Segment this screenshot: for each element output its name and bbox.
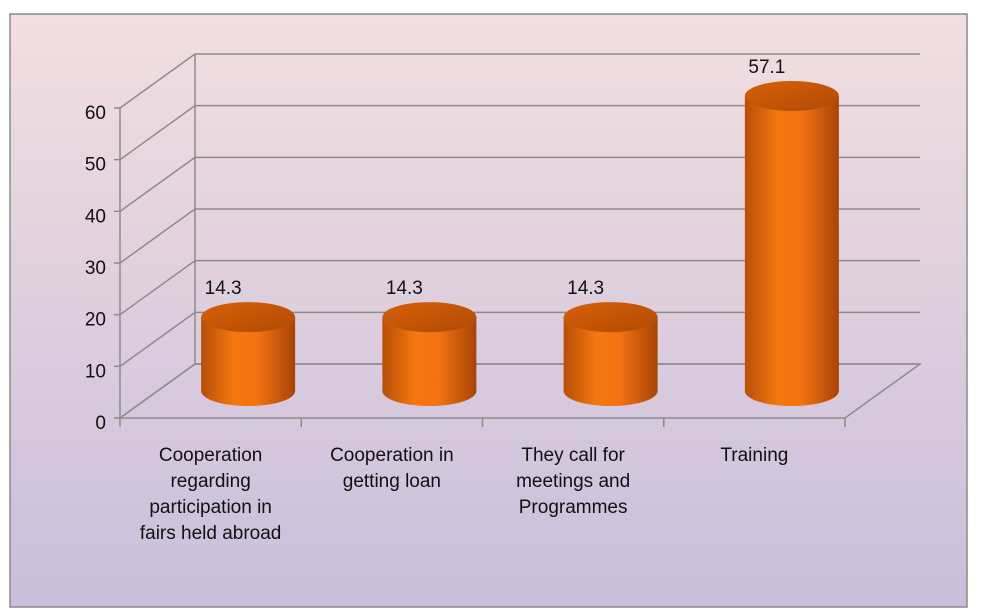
- cylinder-body: [563, 317, 658, 406]
- grid-line-side: [119, 260, 196, 316]
- x-tick-label: Training: [720, 445, 789, 466]
- cylinder-body: [382, 317, 477, 406]
- cylinder-body: [744, 95, 839, 406]
- y-tick-label: 10: [85, 361, 106, 382]
- cylinder-top: [201, 302, 296, 333]
- x-tick-label: Cooperation regarding participation in f…: [139, 445, 282, 544]
- grid-line-side: [119, 311, 196, 367]
- grid-line-side: [119, 105, 196, 161]
- cylinder-body: [201, 317, 296, 406]
- cylinder: [382, 302, 477, 406]
- value-label: 14.3: [567, 278, 604, 299]
- y-tick-label: 40: [85, 206, 106, 227]
- y-tick-label: 30: [85, 258, 106, 279]
- grid-line-side: [119, 208, 196, 264]
- x-tick-label: They call for meetings and Programmes: [516, 445, 631, 518]
- cylinder: [563, 302, 658, 406]
- y-tick-label: 0: [95, 413, 106, 434]
- value-label: 14.3: [205, 278, 242, 299]
- cylinder-top: [382, 302, 477, 333]
- cylinder-top: [563, 302, 658, 333]
- cylinder: [201, 302, 296, 406]
- value-label: 14.3: [386, 278, 423, 299]
- grid-line-side: [119, 363, 196, 419]
- cylinder: [744, 80, 839, 406]
- grid-line-side: [119, 53, 196, 109]
- grid-line-side: [119, 156, 196, 212]
- y-tick-label: 60: [85, 103, 106, 124]
- y-tick-label: 20: [85, 310, 106, 331]
- cylinder-top: [744, 80, 839, 111]
- y-tick-label: 50: [85, 155, 106, 176]
- x-tick-label: Cooperation in getting loan: [330, 445, 454, 492]
- value-label: 57.1: [748, 57, 785, 78]
